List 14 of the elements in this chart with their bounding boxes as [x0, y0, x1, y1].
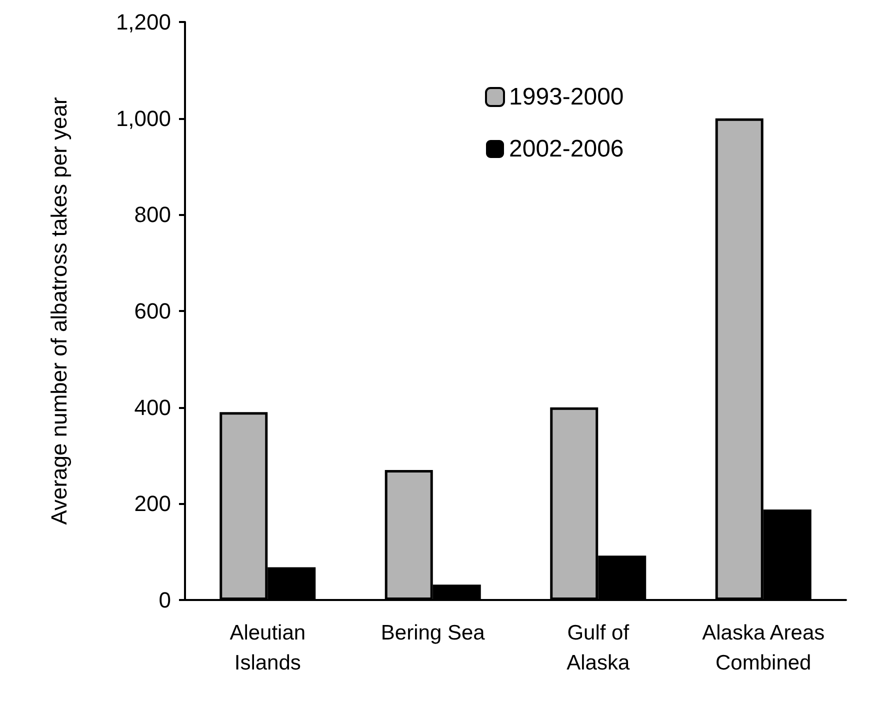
y-tick-label: 400 — [134, 394, 171, 420]
x-tick-label: Aleutian Islands — [230, 622, 306, 674]
legend-label: 2002-2006 — [509, 136, 624, 162]
x-tick-label: Gulf of Alaska — [566, 622, 630, 674]
y-axis-title: Average number of albatross takes per year — [46, 97, 72, 525]
y-tick-label: 1,000 — [116, 106, 171, 131]
x-tick-label: Alaska Areas Combined — [702, 622, 825, 674]
y-tick-label: 0 — [158, 588, 171, 612]
y-tick-label: 1,200 — [116, 10, 171, 34]
legend-label: 1993-2000 — [509, 84, 624, 110]
y-tick-label: 600 — [134, 298, 171, 324]
y-tick-label: 200 — [134, 491, 171, 516]
x-tick-label: Bering Sea — [380, 622, 486, 644]
y-tick-label: 800 — [134, 202, 171, 228]
